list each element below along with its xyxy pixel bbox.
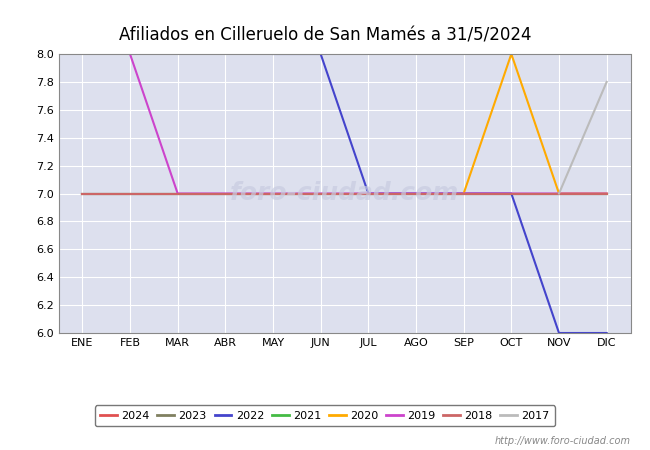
Text: foro-ciudad.com: foro-ciudad.com bbox=[230, 181, 459, 206]
Text: Afiliados en Cilleruelo de San Mamés a 31/5/2024: Afiliados en Cilleruelo de San Mamés a 3… bbox=[119, 27, 531, 45]
Legend: 2024, 2023, 2022, 2021, 2020, 2019, 2018, 2017: 2024, 2023, 2022, 2021, 2020, 2019, 2018… bbox=[95, 405, 555, 427]
Text: http://www.foro-ciudad.com: http://www.foro-ciudad.com bbox=[495, 436, 630, 446]
